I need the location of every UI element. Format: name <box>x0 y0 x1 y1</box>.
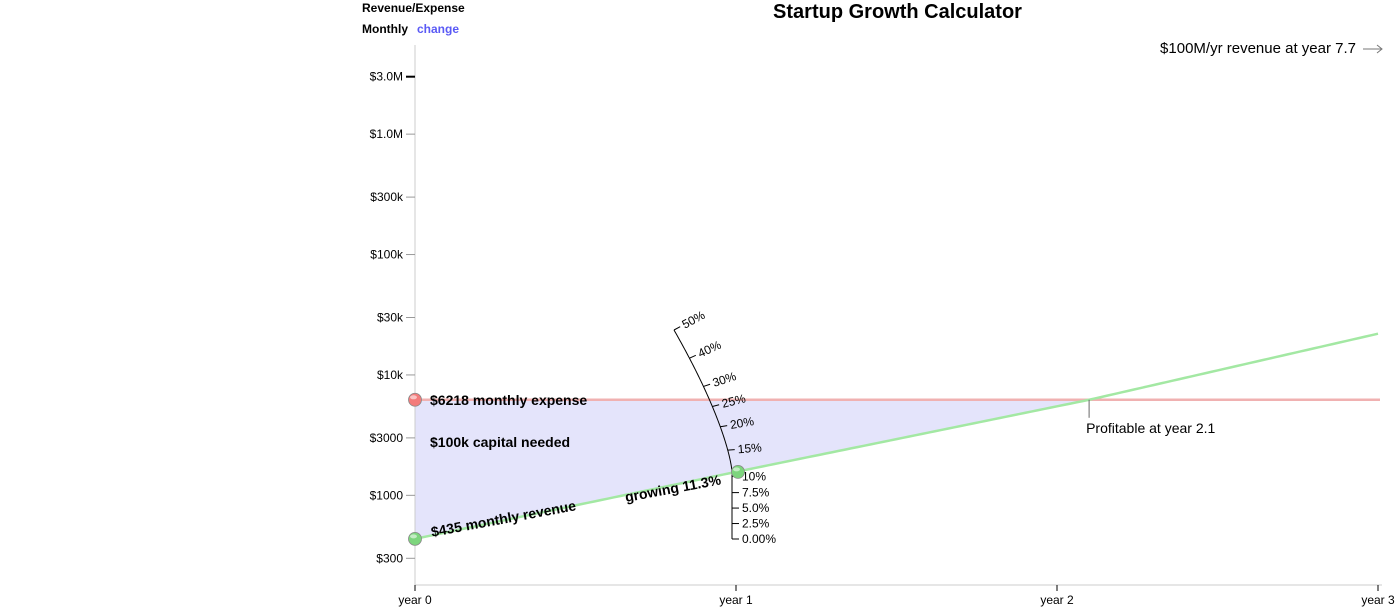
growth-dial-arc[interactable] <box>673 329 733 539</box>
capital-needed-area <box>415 399 1090 539</box>
revenue-line[interactable] <box>414 332 1379 541</box>
growth-dial-tick: 0.00% <box>732 532 776 546</box>
page-title: Startup Growth Calculator <box>773 1 1022 23</box>
revenue-handle[interactable] <box>408 531 422 546</box>
growth-dial-label: 0.00% <box>742 532 776 546</box>
growth-dial-tick: 25% <box>712 391 747 411</box>
mode-heading: Revenue/Expense <box>362 1 465 15</box>
x-tick-label: year 0 <box>398 593 432 607</box>
expense-handle[interactable] <box>408 392 422 407</box>
y-tick-label: $30k <box>377 310 404 324</box>
growth-dial-label: 7.5% <box>742 486 770 500</box>
mode-toggle: Revenue/Expense Monthly change <box>362 0 465 36</box>
y-tick-label: $300k <box>370 190 404 204</box>
growth-dial-label: 5.0% <box>742 501 770 515</box>
growth-dial-label: 40% <box>696 338 724 361</box>
x-tick-label: year 2 <box>1040 593 1074 607</box>
growth-dial-tick: 15% <box>727 440 763 456</box>
x-tick-label: year 1 <box>719 593 753 607</box>
mode-value: Monthly <box>362 22 408 36</box>
y-tick-label: $10k <box>377 368 404 382</box>
growth-dial-label: 10% <box>742 469 766 483</box>
y-tick-label: $300 <box>376 551 403 565</box>
growth-dial-label: 25% <box>720 391 747 411</box>
growth-dial-label: 50% <box>680 308 708 332</box>
growth-handle[interactable] <box>731 464 745 479</box>
y-tick-label: $3.0M <box>370 70 403 84</box>
handles-layer <box>408 392 745 546</box>
capital-needed-label: $100k capital needed <box>430 434 570 450</box>
growth-dial-tick: 2.5% <box>732 517 770 531</box>
mode-row: Monthly change <box>362 22 465 36</box>
y-tick-label: $1.0M <box>370 127 403 141</box>
growth-dial-label: 15% <box>737 440 762 456</box>
growth-dial-label: 30% <box>711 369 739 390</box>
y-tick-label: $100k <box>370 248 404 262</box>
lines-layer <box>414 332 1380 541</box>
growth-dial-tick: 30% <box>703 369 739 390</box>
growth-dial-label: 2.5% <box>742 517 770 531</box>
capital-area-layer <box>415 399 1090 539</box>
growth-dial-label: 20% <box>729 414 755 432</box>
y-tick-label: $1000 <box>370 488 404 502</box>
header-note: $100M/yr revenue at year 7.7 <box>1160 40 1384 57</box>
arrow-right-icon <box>1363 44 1383 53</box>
expense-label: $6218 monthly expense <box>430 392 587 408</box>
axes-layer: $300 $1000 $3000 $10k $30k $100k $300k $1.0M $3.… <box>370 45 1395 607</box>
profitable-label: Profitable at year 2.1 <box>1086 420 1215 436</box>
y-tick-label: $3000 <box>370 431 404 445</box>
header-note-text: $100M/yr revenue at year 7.7 <box>1160 40 1356 57</box>
growth-dial-tick: 5.0% <box>732 501 770 515</box>
growth-dial-tick: 40% <box>689 338 724 361</box>
growth-dial-tick: 20% <box>720 414 755 432</box>
growth-dial-tick: 50% <box>673 308 708 332</box>
change-mode-link[interactable]: change <box>417 22 460 36</box>
x-tick-label: year 3 <box>1361 593 1395 607</box>
growth-dial-tick: 7.5% <box>732 486 770 500</box>
